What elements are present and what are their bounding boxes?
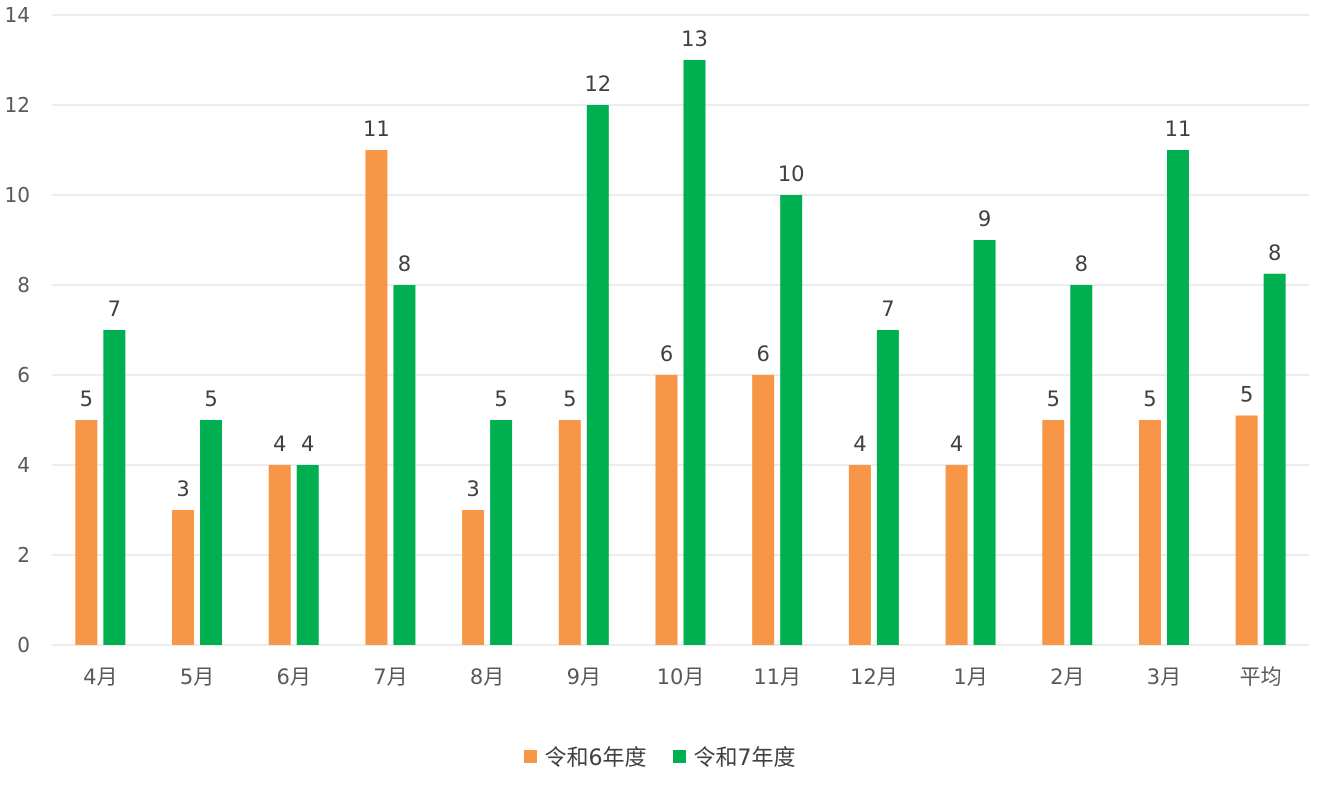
bar-series-1 bbox=[1235, 415, 1258, 645]
x-tick-label: 2月 bbox=[1050, 665, 1084, 689]
bar-series-1 bbox=[365, 150, 388, 645]
bar-series-2 bbox=[683, 60, 706, 645]
legend-item-series-1: 令和6年度 bbox=[523, 740, 647, 772]
x-tick-label: 5月 bbox=[180, 665, 214, 689]
data-label-series-1: 3 bbox=[176, 477, 189, 501]
bar-series-2 bbox=[103, 330, 126, 645]
y-tick-label: 0 bbox=[17, 633, 30, 657]
bars bbox=[75, 60, 1286, 645]
legend-label-series-2: 令和7年度 bbox=[693, 746, 796, 771]
bar-series-2 bbox=[1070, 285, 1093, 645]
data-label-series-1: 5 bbox=[1047, 387, 1060, 411]
data-label-series-2: 5 bbox=[494, 387, 507, 411]
y-tick-label: 10 bbox=[5, 183, 30, 207]
x-tick-label: 8月 bbox=[470, 665, 504, 689]
bar-series-2 bbox=[1166, 150, 1189, 645]
data-label-series-2: 8 bbox=[1075, 252, 1088, 276]
x-tick-label: 3月 bbox=[1147, 665, 1181, 689]
bar-series-2 bbox=[876, 330, 899, 645]
bar-series-2 bbox=[780, 195, 803, 645]
bar-series-2 bbox=[586, 105, 609, 645]
x-tick-label: 10月 bbox=[657, 665, 705, 689]
x-tick-label: 12月 bbox=[850, 665, 898, 689]
data-label-series-1: 6 bbox=[757, 342, 770, 366]
data-label-series-1: 6 bbox=[660, 342, 673, 366]
bar-series-1 bbox=[752, 375, 775, 645]
bar-series-2 bbox=[200, 420, 223, 645]
data-label-series-1: 5 bbox=[563, 387, 576, 411]
bar-series-2 bbox=[490, 420, 513, 645]
y-tick-label: 8 bbox=[17, 273, 30, 297]
bar-series-1 bbox=[945, 465, 968, 645]
y-axis-ticks: 0 2 4 6 8 10 12 14 bbox=[5, 3, 30, 657]
x-tick-label: 6月 bbox=[277, 665, 311, 689]
bar-series-1 bbox=[462, 510, 485, 645]
legend-swatch-series-1 bbox=[523, 749, 537, 763]
data-label-series-1: 4 bbox=[273, 432, 286, 456]
bar-series-1 bbox=[75, 420, 98, 645]
x-tick-label: 7月 bbox=[373, 665, 407, 689]
data-label-series-2: 8 bbox=[398, 252, 411, 276]
data-label-series-1: 5 bbox=[1143, 387, 1156, 411]
bar-series-2 bbox=[1263, 273, 1286, 645]
y-tick-label: 6 bbox=[17, 363, 30, 387]
data-label-series-2: 7 bbox=[108, 297, 121, 321]
bar-series-1 bbox=[558, 420, 581, 645]
x-tick-label: 4月 bbox=[83, 665, 117, 689]
data-label-series-2: 13 bbox=[681, 27, 708, 51]
bar-series-2 bbox=[973, 240, 996, 645]
data-label-series-2: 11 bbox=[1165, 117, 1192, 141]
bar-series-1 bbox=[172, 510, 195, 645]
data-label-series-1: 11 bbox=[363, 117, 390, 141]
data-label-series-2: 5 bbox=[204, 387, 217, 411]
data-label-series-2: 4 bbox=[301, 432, 314, 456]
x-axis-ticks: 4月 5月 6月 7月 8月 9月 10月 11月 12月 1月 2月 3月 平均 bbox=[83, 665, 1281, 689]
legend: 令和6年度 令和7年度 bbox=[0, 740, 1319, 772]
x-tick-label: 1月 bbox=[953, 665, 987, 689]
bar-series-1 bbox=[268, 465, 291, 645]
data-label-series-1: 4 bbox=[950, 432, 963, 456]
y-tick-label: 12 bbox=[5, 93, 30, 117]
data-label-series-2: 10 bbox=[778, 162, 805, 186]
y-tick-label: 14 bbox=[5, 3, 30, 27]
bar-series-1 bbox=[1138, 420, 1161, 645]
legend-item-series-2: 令和7年度 bbox=[672, 740, 796, 772]
bar-series-2 bbox=[296, 465, 319, 645]
legend-swatch-series-2 bbox=[672, 749, 686, 763]
data-label-series-1: 3 bbox=[466, 477, 479, 501]
bar-series-1 bbox=[848, 465, 871, 645]
y-tick-label: 2 bbox=[17, 543, 30, 567]
data-label-series-2: 9 bbox=[978, 207, 991, 231]
data-label-series-2: 7 bbox=[881, 297, 894, 321]
data-label-series-2: 8 bbox=[1268, 241, 1281, 265]
x-tick-label: 平均 bbox=[1240, 665, 1282, 689]
data-label-series-1: 4 bbox=[853, 432, 866, 456]
data-label-series-1: 5 bbox=[1240, 383, 1253, 407]
bar-series-1 bbox=[655, 375, 678, 645]
data-label-series-1: 5 bbox=[80, 387, 93, 411]
x-tick-label: 9月 bbox=[567, 665, 601, 689]
bar-series-2 bbox=[393, 285, 416, 645]
data-label-series-2: 12 bbox=[584, 72, 611, 96]
y-tick-label: 4 bbox=[17, 453, 30, 477]
gridlines bbox=[52, 14, 1309, 646]
bar-series-1 bbox=[1042, 420, 1065, 645]
x-tick-label: 11月 bbox=[753, 665, 801, 689]
legend-label-series-1: 令和6年度 bbox=[544, 746, 647, 771]
